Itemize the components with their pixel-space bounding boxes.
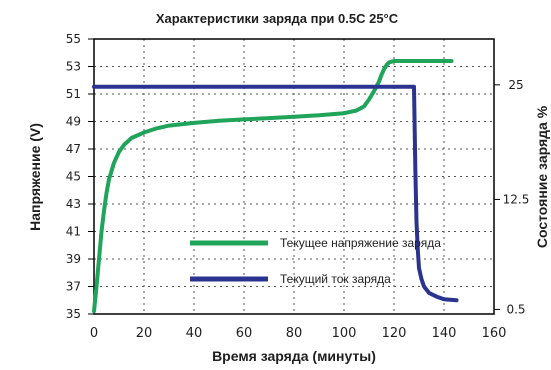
x-tick-label: 40 [186, 326, 203, 341]
y-axis-label-left: Напряжение (V) [27, 123, 43, 231]
x-tick-label: 120 [382, 326, 407, 341]
x-tick-label: 100 [332, 326, 357, 341]
y-left-tick-label: 53 [66, 60, 81, 74]
x-tick-label: 60 [236, 326, 253, 341]
series-line-voltage [92, 59, 454, 314]
legend: Текущее напряжение заряда Текущий ток за… [190, 236, 441, 286]
x-ticks: 0 20 40 60 80 100 120 140 160 [90, 326, 507, 341]
y-axis-label-right: Состояние заряда % [534, 105, 550, 248]
y-left-tick-label: 43 [66, 197, 81, 211]
chart-title: Характеристики заряда при 0.5C 25°C [156, 11, 399, 26]
series-line-current [92, 84, 459, 303]
y-left-tick-label: 37 [66, 280, 81, 294]
y-left-tick-label: 35 [66, 307, 81, 321]
y-left-tick-label: 51 [66, 87, 81, 101]
x-tick-label: 0 [90, 326, 98, 341]
x-tick-label: 20 [136, 326, 153, 341]
legend-label-voltage: Текущее напряжение заряда [280, 236, 441, 250]
x-tick-label: 80 [286, 326, 303, 341]
legend-label-current: Текущий ток заряда [280, 272, 391, 286]
y-left-tick-label: 41 [66, 225, 81, 239]
x-tick-label: 160 [482, 326, 507, 341]
y-right-tick-label: 25 [508, 78, 523, 92]
x-axis-label: Время заряда (минуты) [212, 348, 376, 364]
y-left-tick-label: 49 [66, 115, 81, 129]
x-tick-label: 140 [432, 326, 457, 341]
y-right-tick-label: 0.5 [506, 302, 525, 316]
y-right-ticks: 25 12.5 0.5 [494, 78, 530, 316]
series-lines [92, 59, 459, 314]
y-left-tick-label: 39 [66, 252, 81, 266]
y-left-tick-label: 55 [66, 32, 81, 46]
y-right-tick-label: 12.5 [503, 192, 530, 206]
grid [94, 39, 494, 314]
y-left-tick-label: 47 [66, 142, 81, 156]
y-left-ticks: 35 37 39 41 43 45 47 49 51 53 55 [66, 32, 94, 321]
y-left-tick-label: 45 [66, 170, 81, 184]
